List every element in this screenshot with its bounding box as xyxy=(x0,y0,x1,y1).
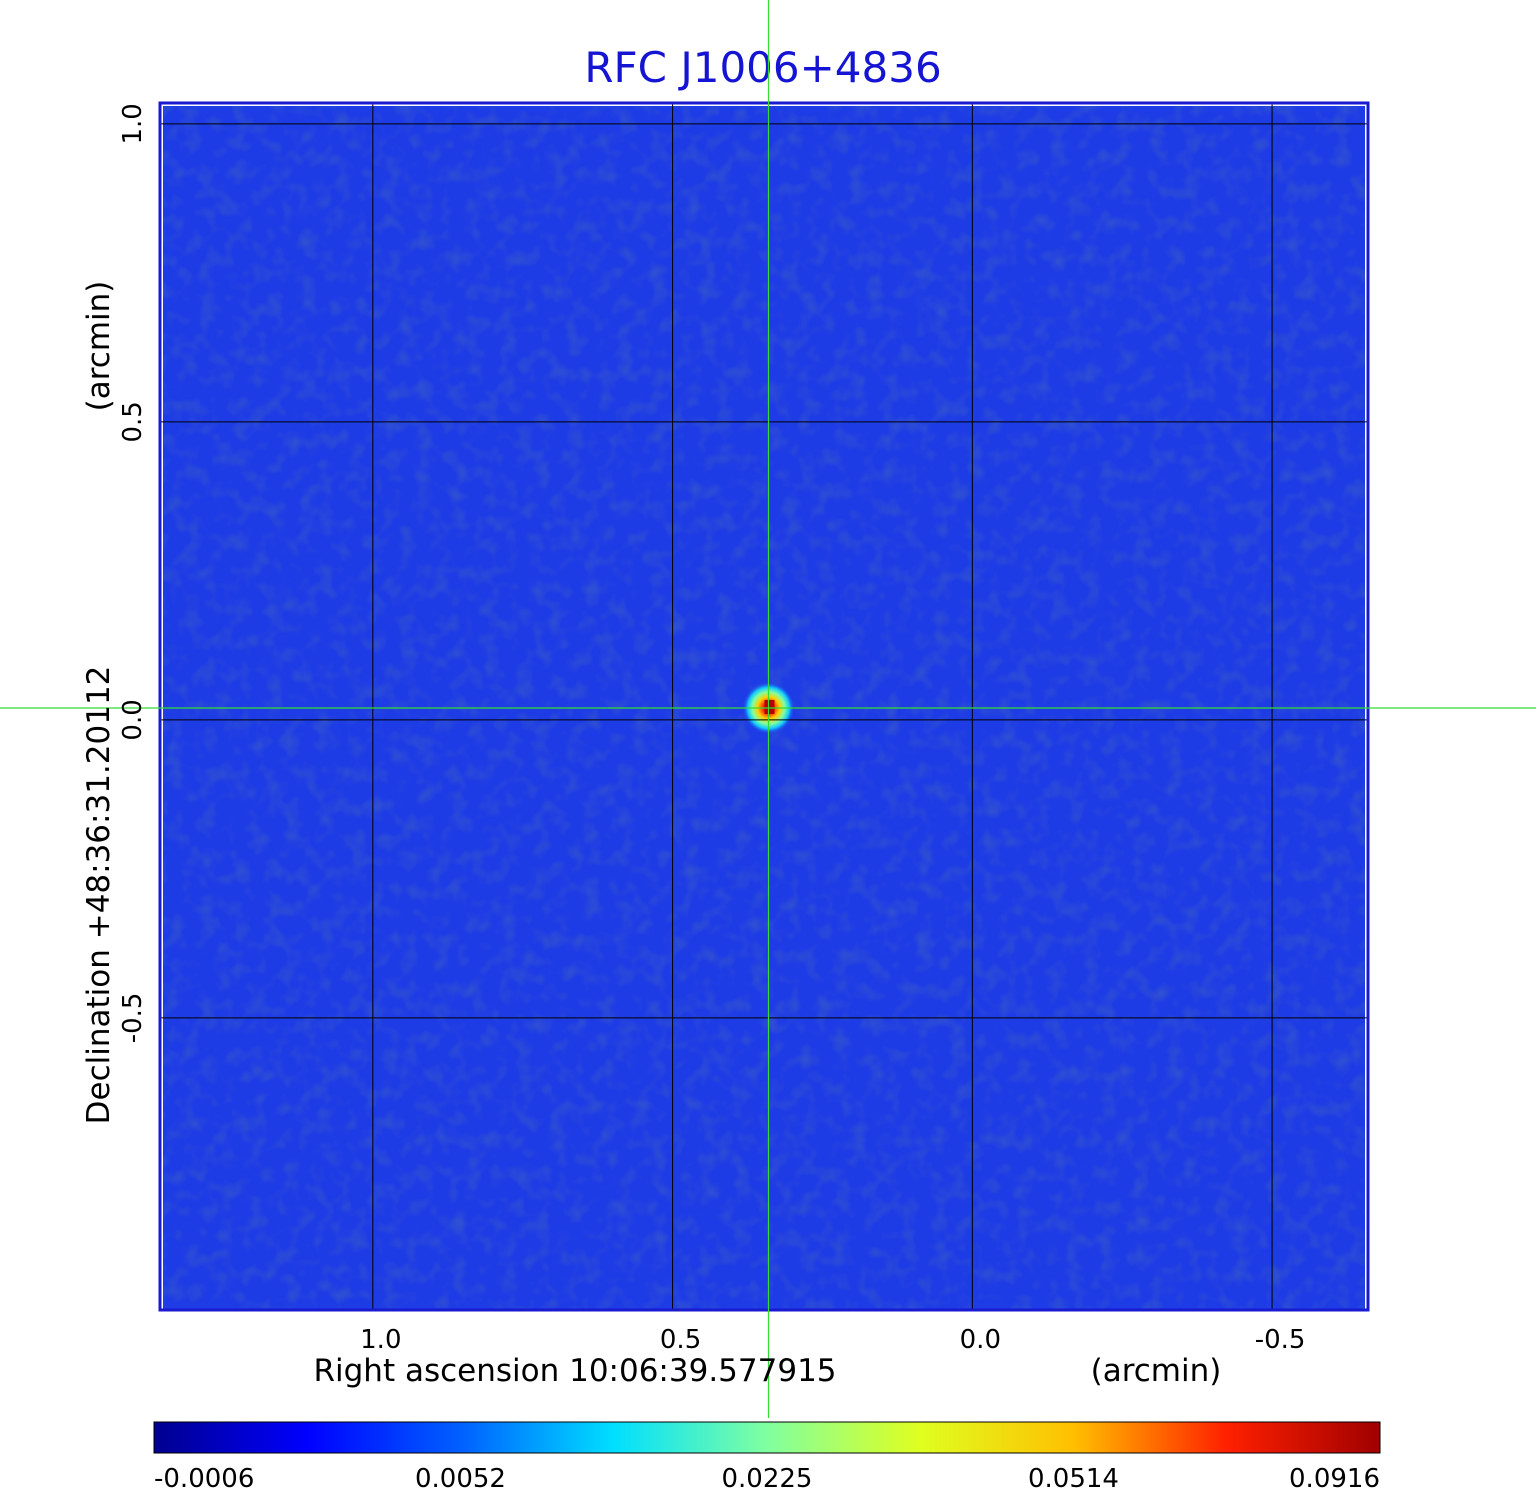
y-axis-label: Declination +48:36:31.20112 xyxy=(81,666,117,1125)
chart-title: RFC J1006+4836 xyxy=(584,43,941,92)
colorbar-tick-label-4: 0.0916 xyxy=(1289,1464,1380,1494)
x-tick-label-0: 1.0 xyxy=(360,1325,401,1355)
x-axis-label: Right ascension 10:06:39.577915 xyxy=(313,1353,836,1389)
x-tick-labels: 1.0 0.5 0.0 -0.5 xyxy=(360,1325,1305,1355)
x-axis-unit: (arcmin) xyxy=(1091,1353,1222,1389)
y-axis-unit: (arcmin) xyxy=(81,281,117,412)
x-tick-label-2: 0.0 xyxy=(960,1325,1001,1355)
crosshair xyxy=(0,0,1536,1418)
x-tick-label-1: 0.5 xyxy=(660,1325,701,1355)
y-tick-label-2: 0.0 xyxy=(118,699,148,740)
colorbar-gradient xyxy=(153,1421,1381,1454)
coordinate-grid xyxy=(160,103,1368,1310)
y-tick-label-1: 0.5 xyxy=(118,401,148,442)
colorbar-tick-label-3: 0.0514 xyxy=(1028,1464,1119,1494)
y-tick-label-3: -0.5 xyxy=(118,993,148,1044)
image-frame xyxy=(158,101,1370,1312)
y-tick-label-0: 1.0 xyxy=(118,103,148,144)
colorbar-tick-label-0: -0.0006 xyxy=(154,1464,254,1494)
source-peak xyxy=(764,699,775,714)
y-tick-labels: 1.0 0.5 0.0 -0.5 xyxy=(118,103,148,1043)
colorbar-tick-label-1: 0.0052 xyxy=(415,1464,506,1494)
colorbar-tick-label-2: 0.0225 xyxy=(722,1464,813,1494)
colorbar: -0.0006 0.0052 0.0225 0.0514 0.0916 xyxy=(153,1421,1381,1494)
colorbar-tick-labels: -0.0006 0.0052 0.0225 0.0514 0.0916 xyxy=(154,1464,1380,1494)
x-tick-label-3: -0.5 xyxy=(1255,1325,1306,1355)
